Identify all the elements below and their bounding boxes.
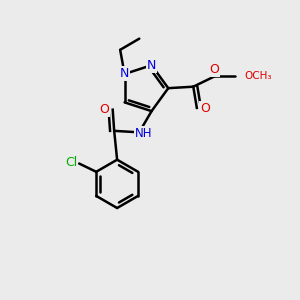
Text: Cl: Cl bbox=[65, 156, 77, 169]
Text: O: O bbox=[99, 103, 109, 116]
Text: O: O bbox=[209, 62, 219, 76]
Text: N: N bbox=[120, 68, 129, 80]
Text: O: O bbox=[200, 102, 210, 115]
Text: NH: NH bbox=[135, 127, 152, 140]
Text: OCH₃: OCH₃ bbox=[244, 71, 272, 81]
Text: N: N bbox=[147, 59, 156, 72]
